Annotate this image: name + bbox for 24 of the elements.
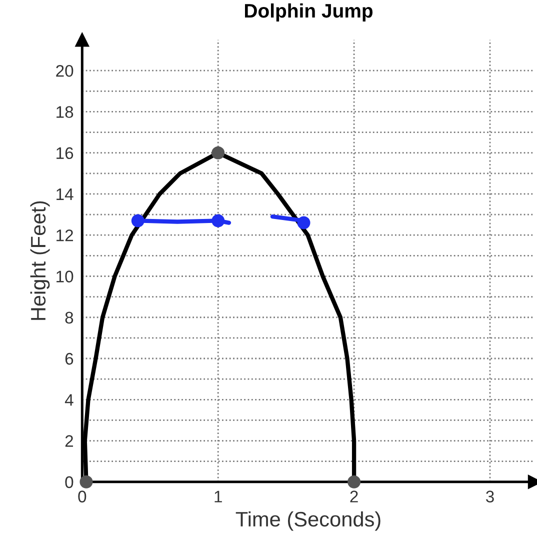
point [212, 146, 225, 160]
y-tick-label: 8 [65, 312, 74, 324]
x-tick-label: 3 [486, 490, 494, 502]
point [212, 214, 225, 228]
y-tick-label: 4 [64, 394, 74, 406]
point [348, 475, 361, 488]
point [297, 216, 310, 230]
point [80, 475, 93, 488]
y-tick-label: 6 [65, 352, 74, 365]
y-tick-label: 20 [56, 64, 74, 77]
y-tick-label: 14 [56, 188, 74, 200]
x-axis-title: Time (Seconds) [236, 511, 380, 531]
chart-title: Dolphin Jump [245, 3, 373, 22]
y-tick-label: 18 [56, 106, 74, 118]
y-tick-label: 0 [65, 476, 74, 488]
point [131, 214, 144, 228]
y-tick-label: 10 [56, 270, 74, 282]
x-tick-label: 2 [350, 490, 358, 502]
y-tick-label: 16 [56, 147, 74, 160]
y-tick-label: 12 [56, 230, 73, 242]
x-tick-label: 0 [78, 490, 86, 502]
x-tick-label: 1 [214, 490, 222, 502]
y-axis-title: Height (Feet) [30, 201, 50, 320]
y-tick-label: 2 [65, 435, 73, 447]
